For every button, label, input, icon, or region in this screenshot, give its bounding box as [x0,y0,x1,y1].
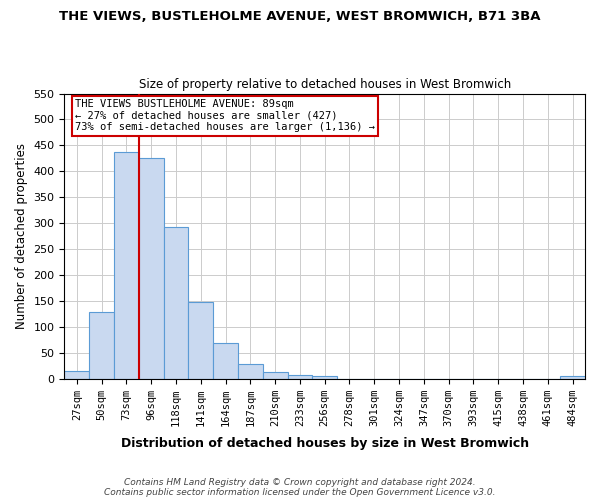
Bar [164,228,188,378]
Bar [313,376,337,378]
Bar [114,152,139,378]
X-axis label: Distribution of detached houses by size in West Bromwich: Distribution of detached houses by size … [121,437,529,450]
Bar [89,312,114,378]
Bar [263,372,287,378]
Bar [287,374,313,378]
Title: Size of property relative to detached houses in West Bromwich: Size of property relative to detached ho… [139,78,511,91]
Bar [213,344,238,378]
Text: Contains HM Land Registry data © Crown copyright and database right 2024.
Contai: Contains HM Land Registry data © Crown c… [104,478,496,497]
Bar [238,364,263,378]
Bar [64,371,89,378]
Bar [188,302,213,378]
Text: THE VIEWS BUSTLEHOLME AVENUE: 89sqm
← 27% of detached houses are smaller (427)
7: THE VIEWS BUSTLEHOLME AVENUE: 89sqm ← 27… [75,100,375,132]
Y-axis label: Number of detached properties: Number of detached properties [15,143,28,329]
Bar [560,376,585,378]
Bar [139,158,164,378]
Text: THE VIEWS, BUSTLEHOLME AVENUE, WEST BROMWICH, B71 3BA: THE VIEWS, BUSTLEHOLME AVENUE, WEST BROM… [59,10,541,23]
